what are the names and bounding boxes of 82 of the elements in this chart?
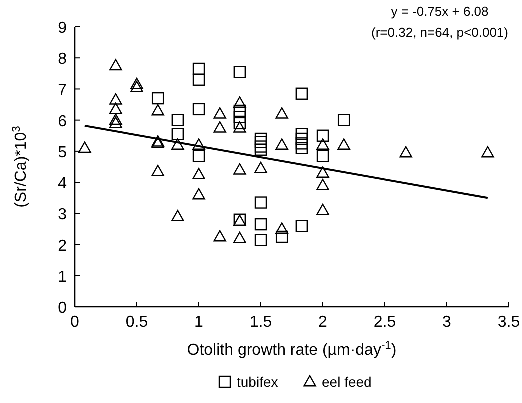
point bbox=[254, 196, 268, 209]
point bbox=[316, 179, 330, 190]
point bbox=[172, 210, 184, 222]
y-tick-label: 8 bbox=[58, 51, 68, 68]
y-tick-label: 0 bbox=[58, 300, 68, 317]
point bbox=[192, 103, 206, 116]
x-tick-label: 3.5 bbox=[498, 314, 520, 331]
y-tick-label: 7 bbox=[58, 82, 68, 100]
point bbox=[192, 168, 206, 180]
point bbox=[482, 146, 494, 158]
point bbox=[234, 104, 246, 118]
point bbox=[172, 128, 184, 140]
point bbox=[110, 93, 122, 105]
x-tick-label: 2 bbox=[318, 314, 328, 331]
x-tick-label: 0 bbox=[70, 314, 80, 331]
point bbox=[338, 138, 350, 150]
y-tick-label: 6 bbox=[58, 113, 68, 130]
point bbox=[276, 138, 288, 150]
point bbox=[214, 107, 226, 119]
point bbox=[296, 220, 308, 232]
point bbox=[254, 136, 268, 148]
point bbox=[152, 104, 164, 116]
point bbox=[172, 138, 184, 150]
point bbox=[192, 138, 206, 150]
point bbox=[400, 146, 412, 158]
point bbox=[316, 166, 330, 178]
point bbox=[276, 107, 288, 119]
point bbox=[192, 74, 206, 86]
point bbox=[234, 111, 246, 124]
point bbox=[316, 138, 330, 150]
y-tick-label: 2 bbox=[58, 238, 68, 255]
y-tick-label: 1 bbox=[58, 268, 68, 286]
point bbox=[152, 165, 164, 176]
point bbox=[78, 142, 92, 154]
point bbox=[296, 138, 308, 150]
y-tick-label: 3 bbox=[58, 206, 68, 224]
x-tick-label: 2.5 bbox=[374, 314, 396, 331]
point bbox=[130, 78, 144, 90]
point bbox=[276, 222, 288, 234]
point bbox=[254, 162, 268, 174]
point bbox=[152, 92, 164, 105]
point bbox=[254, 234, 268, 246]
x-tick-label: 1 bbox=[194, 314, 204, 331]
point bbox=[192, 188, 206, 200]
point bbox=[234, 66, 246, 78]
point bbox=[214, 230, 226, 242]
y-tick-label: 9 bbox=[58, 20, 68, 37]
point bbox=[130, 81, 144, 92]
x-tick-label: 0.5 bbox=[126, 314, 148, 331]
text: y = -0.75x + 6.08 bbox=[391, 4, 489, 19]
x-tick-label: 3 bbox=[442, 314, 452, 331]
point bbox=[234, 121, 246, 133]
y-tick-label: 5 bbox=[58, 144, 68, 162]
point bbox=[110, 114, 122, 126]
point bbox=[110, 59, 122, 71]
point bbox=[192, 62, 206, 76]
point bbox=[316, 130, 330, 142]
legend-label: eel feed bbox=[322, 374, 372, 390]
point bbox=[192, 150, 206, 162]
annotation: (r=0.32, n=64, p<0.001) bbox=[372, 25, 508, 40]
x-tick-label: 1.5 bbox=[250, 314, 272, 331]
legend-label: tubifex bbox=[237, 374, 278, 390]
point bbox=[254, 140, 268, 153]
point bbox=[234, 163, 246, 175]
point bbox=[296, 142, 308, 154]
point bbox=[276, 230, 288, 244]
point bbox=[234, 117, 246, 130]
point bbox=[110, 116, 122, 128]
point bbox=[254, 218, 268, 231]
x-axis-title: Otolith growth rate (µm·day$^{-1}$) bbox=[187, 340, 397, 359]
point bbox=[172, 114, 184, 126]
point bbox=[214, 121, 226, 133]
point bbox=[296, 132, 308, 146]
point bbox=[338, 114, 350, 126]
point bbox=[296, 128, 308, 140]
point bbox=[316, 150, 330, 162]
point bbox=[110, 102, 122, 114]
point bbox=[296, 88, 308, 100]
y-tick-label: 4 bbox=[58, 176, 68, 193]
point bbox=[316, 204, 330, 216]
point bbox=[234, 96, 246, 108]
point bbox=[234, 232, 246, 244]
